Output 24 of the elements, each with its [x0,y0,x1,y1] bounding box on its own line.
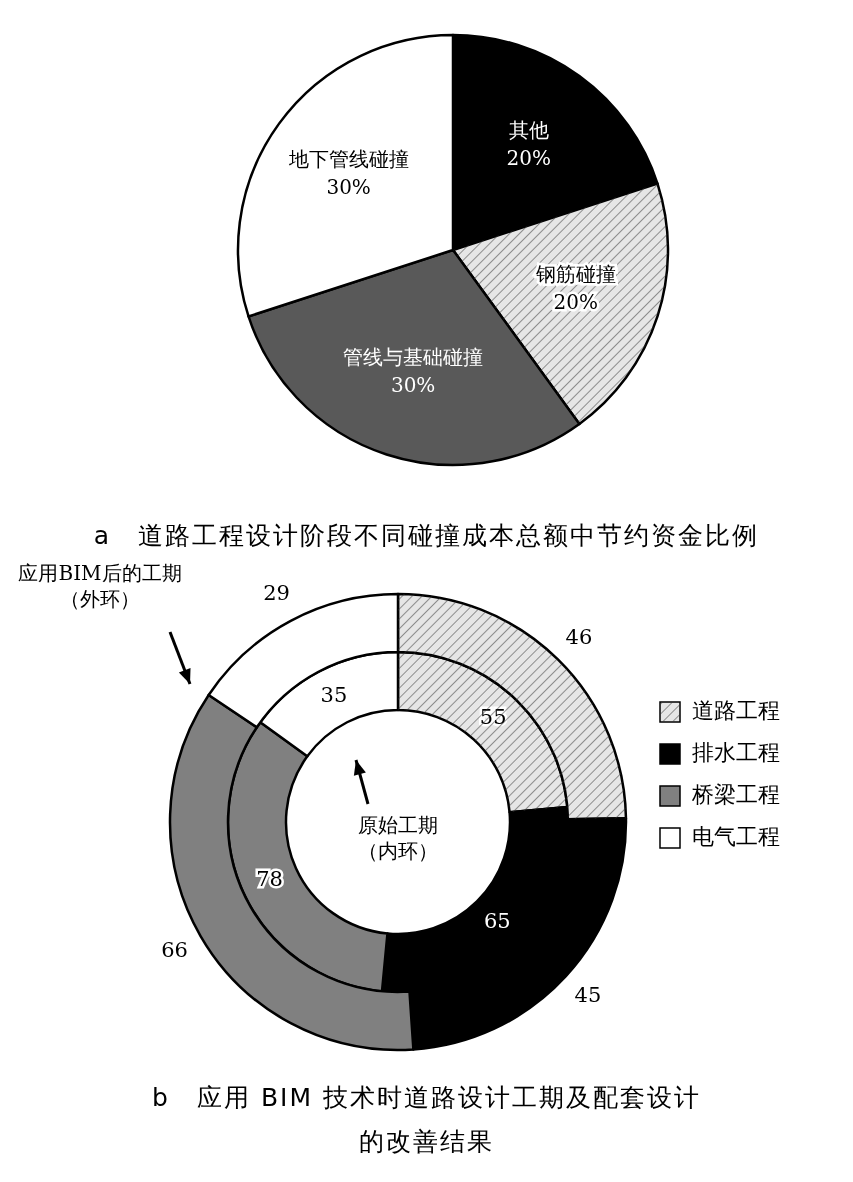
legend-label: 桥梁工程 [691,782,780,807]
data-label: 45 [574,983,602,1008]
data-label: 20% [506,146,552,171]
slice-label: 钢筋碰撞 [534,262,616,287]
data-label: 20% [553,290,598,315]
data-label: 55 [479,704,507,729]
data-label: 66 [161,937,188,962]
data-label: 30% [390,373,436,398]
data-label: 46 [565,624,593,649]
text: 原始工期（内环） [357,812,439,864]
text: 应用BIM后的工期（外环） [17,560,183,612]
data-label: 35 [320,682,348,707]
slice-label: 管线与基础碰撞 [343,345,484,370]
data-label: 29 [263,580,290,605]
slice-label: 其他 [508,118,549,143]
text: a 道路工程设计阶段不同碰撞成本总额中节约资金比例 [92,520,761,552]
text: b 应用 BIM 技术时道路设计工期及配套设计的改善结果 [151,1082,702,1158]
legend-label: 道路工程 [692,698,780,723]
slice-label: 地下管线碰撞 [287,146,409,171]
data-label: 65 [484,908,511,933]
legend-label: 排水工程 [692,740,780,765]
data-label: 78 [256,866,283,891]
data-label: 30% [326,174,371,199]
legend-label: 电气工程 [692,824,780,849]
